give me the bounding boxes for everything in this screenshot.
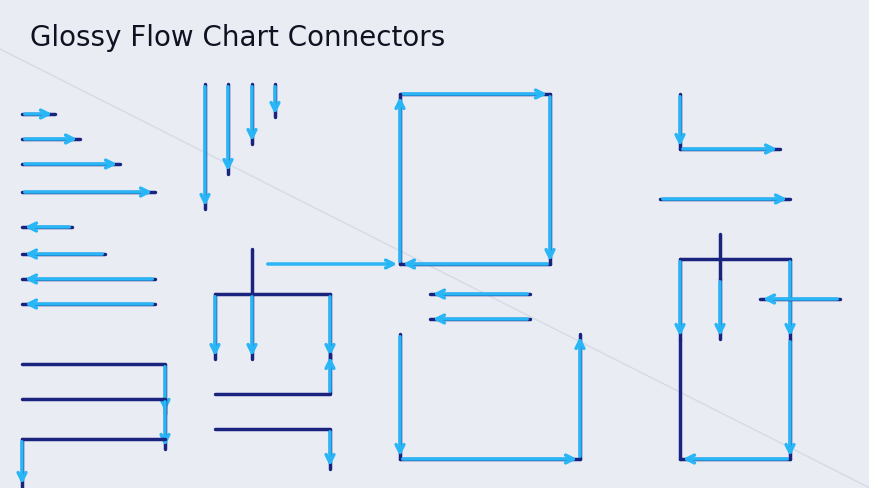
Text: Glossy Flow Chart Connectors: Glossy Flow Chart Connectors <box>30 24 445 52</box>
